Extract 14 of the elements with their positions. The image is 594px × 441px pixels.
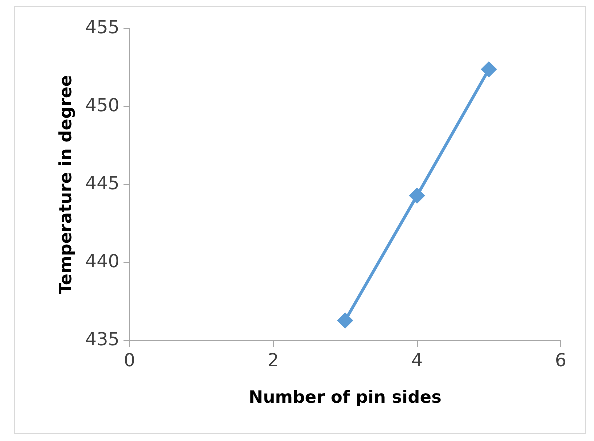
x-tick-label: 2 xyxy=(268,350,280,372)
x-tick-label: 4 xyxy=(412,350,423,372)
y-axis-title: Temperature in degree xyxy=(56,75,77,295)
y-tick-label: 440 xyxy=(85,252,120,273)
y-tick-label: 435 xyxy=(85,330,120,351)
x-tick-label: 6 xyxy=(555,350,567,372)
point xyxy=(338,313,353,328)
y-tick-label: 455 xyxy=(85,18,120,39)
y-tick-label: 445 xyxy=(85,174,120,195)
x-axis-title: Number of pin sides xyxy=(248,388,442,408)
y-tick-label: 450 xyxy=(85,96,120,117)
point xyxy=(410,188,425,204)
x-tick-label: 0 xyxy=(124,350,136,372)
point xyxy=(482,62,497,78)
